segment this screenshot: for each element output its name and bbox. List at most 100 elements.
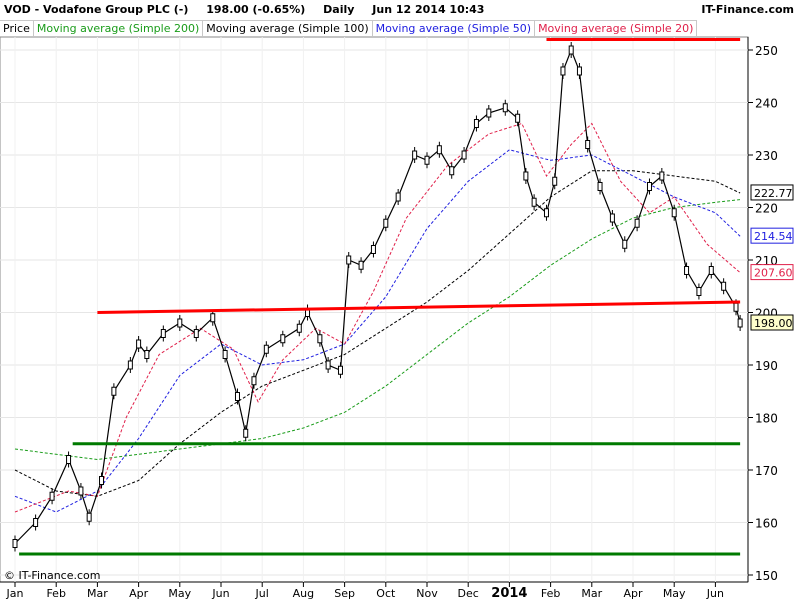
- price-candle-body: [111, 386, 117, 396]
- price-candle-body: [263, 344, 269, 354]
- ma20-line: [14, 122, 741, 513]
- last-quote: 198.00 (-0.65%): [206, 3, 306, 16]
- indicator-legend: Price Moving average (Simple 200) Moving…: [0, 20, 698, 36]
- price-candle-body: [251, 376, 257, 386]
- price-candle-body: [671, 208, 677, 218]
- x-tick-label: Apr: [623, 587, 643, 600]
- x-tick-label: Aug: [293, 587, 314, 600]
- price-candle-body: [515, 113, 521, 123]
- x-tick-label: Feb: [541, 587, 560, 600]
- price-candle-body: [568, 45, 574, 55]
- x-tick-label: Oct: [376, 587, 396, 600]
- symbol-title: VOD - Vodafone Group PLC (-): [4, 3, 189, 16]
- price-candle-body: [234, 392, 240, 401]
- x-tick-label: Mar: [87, 587, 108, 600]
- price-candle-body: [585, 140, 591, 149]
- y-tick-label: 170: [755, 464, 778, 478]
- price-candle-body: [337, 365, 343, 375]
- value-label-box: [750, 314, 794, 331]
- y-tick-label: 220: [755, 202, 778, 216]
- legend-ma20[interactable]: Moving average (Simple 20): [535, 20, 698, 36]
- price-candle-body: [708, 266, 714, 275]
- copyright-text: © IT-Finance.com: [4, 569, 101, 582]
- price-candle-body: [49, 491, 55, 501]
- price-candle-body: [66, 455, 72, 464]
- price-candle-body: [346, 255, 352, 265]
- x-tick-label: 2014: [491, 586, 527, 600]
- site-name: IT-Finance.com: [701, 3, 794, 16]
- price-candle-body: [696, 287, 702, 296]
- price-candle-body: [358, 260, 364, 270]
- x-tick-label: Jun: [211, 587, 229, 600]
- value-label-box: [750, 264, 794, 281]
- price-candle-body: [646, 182, 652, 191]
- y-tick-label: 180: [755, 412, 778, 426]
- price-candle-body: [33, 518, 39, 527]
- price-candle-body: [370, 245, 376, 254]
- price-candle-body: [531, 197, 537, 207]
- x-tick-label: Jan: [6, 587, 24, 600]
- price-candle-body: [160, 329, 166, 338]
- quote-datetime: Jun 12 2014 10:43: [372, 3, 485, 16]
- price-candle-body: [395, 192, 401, 202]
- price-candle-body: [127, 360, 133, 370]
- value-label: 214.54: [754, 230, 793, 243]
- price-candle-body: [721, 281, 727, 291]
- x-tick-label: Nov: [416, 587, 438, 600]
- price-candle-body: [317, 334, 323, 344]
- price-candle-body: [502, 103, 508, 113]
- x-tick-label: Sep: [334, 587, 355, 600]
- plot-area: [0, 36, 749, 583]
- price-candle-body: [12, 539, 18, 548]
- value-label-box: [750, 184, 794, 201]
- x-tick-label: Dec: [458, 587, 479, 600]
- price-candle-body: [177, 318, 183, 328]
- x-tick-label: Mar: [581, 587, 602, 600]
- y-tick-label: 160: [755, 517, 778, 531]
- price-candle-body: [136, 339, 142, 349]
- price-candle-body: [78, 486, 84, 496]
- price-candle-body: [243, 428, 249, 438]
- legend-price[interactable]: Price: [0, 20, 34, 36]
- price-candle-body: [144, 350, 150, 359]
- price-candle-body: [523, 171, 529, 181]
- price-candle-body: [737, 318, 743, 328]
- price-candle-body: [222, 350, 228, 359]
- y-tick-label: 240: [755, 97, 778, 111]
- price-candle-body: [659, 171, 665, 181]
- value-label-box: [750, 227, 794, 244]
- price-candle-body: [99, 476, 105, 485]
- price-candle-body: [280, 334, 286, 344]
- price-candle-body: [597, 182, 603, 191]
- value-label: 222.77: [754, 187, 793, 200]
- price-candle-body: [296, 323, 302, 333]
- price-candle-body: [634, 218, 640, 228]
- y-tick-label: 190: [755, 359, 778, 373]
- price-candle-body: [684, 266, 690, 275]
- price-candle-body: [383, 218, 389, 228]
- ma50-line: [14, 149, 741, 513]
- price-candle-body: [560, 66, 566, 76]
- price-candle-body: [325, 360, 331, 370]
- x-tick-label: Jul: [255, 587, 269, 600]
- value-label: 198.00: [754, 317, 793, 330]
- price-candle-body: [543, 208, 549, 218]
- x-tick-label: May: [663, 587, 686, 600]
- quote-summary: VOD - Vodafone Group PLC (-) 198.00 (-0.…: [4, 3, 498, 16]
- x-tick-label: Feb: [46, 587, 65, 600]
- price-candle-body: [552, 176, 558, 186]
- price-candle-body: [622, 239, 628, 249]
- trendline-1: [97, 300, 741, 314]
- value-label: 207.60: [754, 267, 793, 280]
- y-tick-label: 150: [755, 569, 778, 583]
- ma100-line: [14, 170, 741, 497]
- price-candle-body: [412, 150, 418, 160]
- price-candle-body: [193, 329, 199, 338]
- legend-ma200[interactable]: Moving average (Simple 200): [33, 20, 204, 36]
- legend-ma100[interactable]: Moving average (Simple 100): [203, 20, 373, 36]
- legend-ma50[interactable]: Moving average (Simple 50): [372, 20, 536, 36]
- price-candle-body: [210, 313, 216, 323]
- price-candle-body: [576, 66, 582, 76]
- price-candle-body: [473, 119, 479, 128]
